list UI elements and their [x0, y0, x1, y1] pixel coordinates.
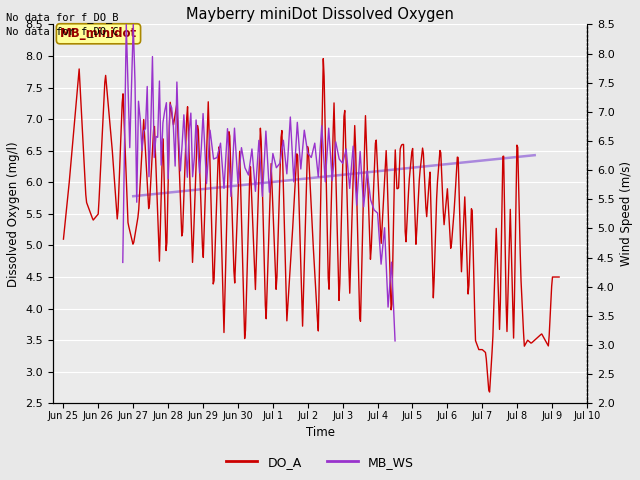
Y-axis label: Wind Speed (m/s): Wind Speed (m/s): [620, 161, 633, 266]
Text: MB_minidot: MB_minidot: [60, 27, 137, 40]
Legend: DO_A, MB_WS: DO_A, MB_WS: [221, 451, 419, 474]
Y-axis label: Dissolved Oxygen (mg/l): Dissolved Oxygen (mg/l): [7, 141, 20, 287]
Text: No data for f_DO_B: No data for f_DO_B: [6, 12, 119, 23]
X-axis label: Time: Time: [305, 426, 335, 440]
Text: No data for f_DO_C: No data for f_DO_C: [6, 26, 119, 37]
Title: Mayberry miniDot Dissolved Oxygen: Mayberry miniDot Dissolved Oxygen: [186, 7, 454, 22]
